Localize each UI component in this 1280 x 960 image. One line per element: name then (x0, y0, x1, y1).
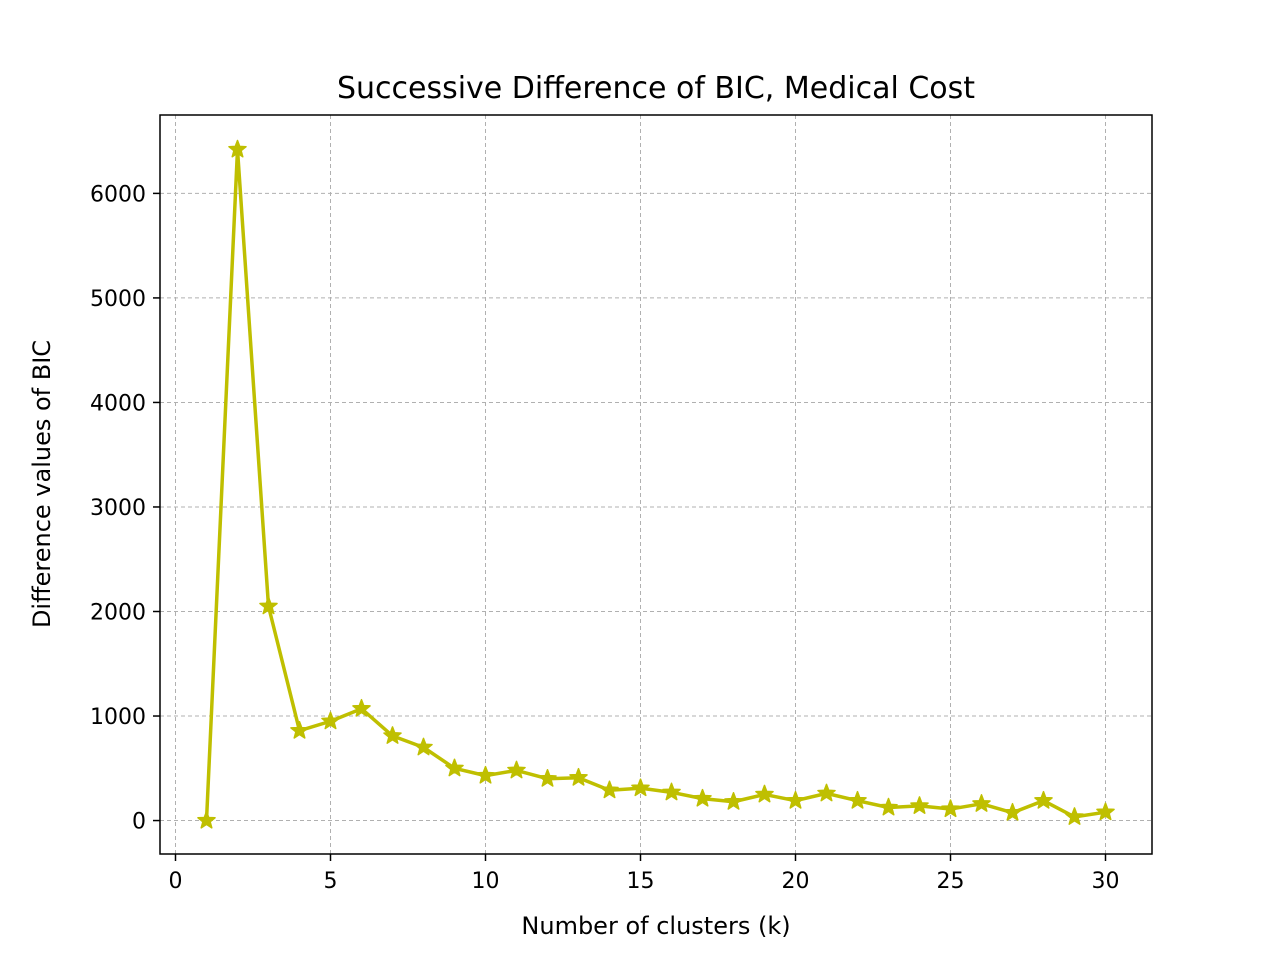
x-tick-label: 0 (169, 869, 183, 894)
y-tick-label: 4000 (90, 391, 146, 416)
grid-layer (160, 115, 1152, 854)
data-point-marker (817, 783, 836, 802)
data-point-marker (662, 782, 681, 801)
data-point-marker (879, 797, 898, 816)
x-tick-label: 20 (782, 869, 810, 894)
x-tick-label: 15 (627, 869, 655, 894)
data-point-marker (1034, 790, 1053, 809)
data-point-marker (476, 765, 495, 784)
y-tick-label: 3000 (90, 496, 146, 521)
data-point-marker (631, 778, 650, 797)
x-axis-label: Number of clusters (k) (521, 912, 790, 940)
chart-title: Successive Difference of BIC, Medical Co… (337, 71, 975, 106)
data-point-marker (259, 596, 278, 615)
data-point-marker (383, 726, 402, 744)
y-tick-label: 6000 (90, 182, 146, 207)
data-point-marker (1003, 802, 1022, 821)
x-tick-label: 25 (937, 869, 965, 894)
series-line (204, 147, 1106, 821)
x-tick-label: 5 (324, 869, 338, 894)
data-point-marker (569, 767, 588, 786)
y-tick-label: 0 (132, 810, 146, 835)
data-point-marker (755, 784, 774, 803)
y-tick-label: 2000 (90, 600, 146, 625)
plot-frame (159, 114, 1153, 855)
data-point-marker (786, 790, 805, 809)
data-point-marker (910, 796, 929, 814)
data-point-marker (972, 794, 991, 812)
data-point-marker (507, 760, 526, 779)
series-layer (197, 139, 1115, 829)
data-point-marker (352, 698, 371, 717)
data-point-marker (538, 768, 557, 787)
x-tick-label: 10 (472, 869, 500, 894)
data-point-marker (197, 810, 216, 829)
y-axis-label: Difference values of BIC (28, 340, 56, 628)
y-tick-label: 1000 (90, 705, 146, 730)
data-point-marker (414, 737, 433, 756)
data-point-marker (600, 780, 619, 799)
data-point-marker (941, 799, 960, 818)
data-point-marker (1065, 807, 1084, 825)
data-point-marker (848, 790, 867, 809)
ticks-layer: 0 5 10 15 20 25 30 0 1000 2000 3000 4000 5000 6000 (90, 182, 1120, 894)
data-point-marker (1096, 802, 1115, 821)
data-point-marker (693, 788, 712, 807)
data-point-marker (445, 758, 464, 777)
data-point-marker (228, 139, 247, 158)
data-point-marker (321, 711, 340, 730)
data-point-marker (724, 791, 743, 810)
x-tick-label: 30 (1092, 869, 1120, 894)
data-point-marker (290, 720, 309, 739)
y-tick-label: 5000 (90, 287, 146, 312)
